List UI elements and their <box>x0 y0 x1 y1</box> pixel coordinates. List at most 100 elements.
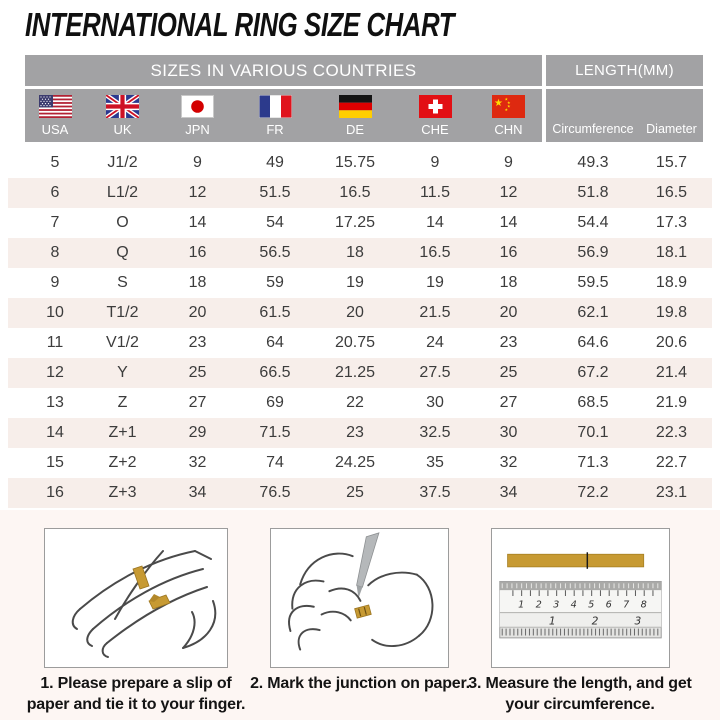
step1-caption: 1. Please prepare a slip of paper and ti… <box>26 675 246 713</box>
size-cell: 16 <box>188 244 207 261</box>
table-row: 6 L1/2 12 51.5 16.5 11.5 12 51.8 16.5 <box>8 178 712 208</box>
size-table-body: 5 J1/2 9 49 15.75 9 9 49.3 15.7 6 L1/2 12 51.5 16.5 11… <box>8 148 712 508</box>
size-cell: 15 <box>46 454 64 471</box>
table-row: 11 V1/2 23 64 20.75 24 23 64.6 20.6 <box>8 328 712 358</box>
size-cell: 14 <box>46 424 64 441</box>
measuring-instructions: 1 2 3 4 5 6 7 8 1 2 3 <box>0 510 720 720</box>
size-cell: 71.5 <box>259 424 291 441</box>
size-cell: 20.75 <box>334 334 376 351</box>
size-cell: 70.1 <box>577 424 609 441</box>
size-cell: 29 <box>188 424 207 441</box>
column-header-usa: USA <box>25 89 85 142</box>
size-cell: 11 <box>46 334 64 351</box>
country-columns: USA UK JPN <box>25 89 542 142</box>
size-cell: 59.5 <box>577 274 609 291</box>
size-cell: 61.5 <box>259 304 291 321</box>
size-cell: 71.3 <box>577 454 609 471</box>
svg-text:★: ★ <box>507 104 511 109</box>
table-row: 15 Z+2 32 74 24.25 35 32 71.3 22.7 <box>8 448 712 478</box>
hand-marking-paper-illustration <box>288 532 434 651</box>
size-cell: 15.7 <box>655 154 688 171</box>
size-cell: 22 <box>346 394 364 411</box>
size-cell: 68.5 <box>577 394 609 411</box>
size-cell: 23.1 <box>655 484 688 501</box>
size-cell: 9 <box>50 274 60 291</box>
size-cell: 8 <box>50 244 60 261</box>
size-cell: 25 <box>499 364 518 381</box>
svg-text:5: 5 <box>588 600 594 611</box>
size-cell: 35 <box>426 454 444 471</box>
size-cell: 9 <box>193 154 202 171</box>
size-cell: 56.5 <box>259 244 291 261</box>
table-row: 14 Z+1 29 71.5 23 32.5 30 70.1 22.3 <box>8 418 712 448</box>
table-row: 8 Q 16 56.5 18 16.5 16 56.9 18.1 <box>8 238 712 268</box>
size-cell: 11.5 <box>420 184 450 201</box>
size-cell: 13 <box>46 394 64 411</box>
step2-caption: 2. Mark the junction on paper. <box>250 675 470 692</box>
size-cell: 32 <box>499 454 518 471</box>
size-cell: 67.2 <box>577 364 609 381</box>
size-cell: Z+3 <box>108 484 137 501</box>
size-cell: 72.2 <box>577 484 609 501</box>
ruler-measuring-illustration: 1 2 3 4 5 6 7 8 1 2 3 <box>499 552 662 639</box>
size-cell: 16.5 <box>339 184 371 201</box>
size-cell: T1/2 <box>106 304 139 321</box>
size-cell: 18 <box>346 244 364 261</box>
step3-caption: 3. Measure the length, and get your circ… <box>468 675 692 713</box>
size-cell: 27 <box>188 394 207 411</box>
size-cell: 22.7 <box>655 454 688 471</box>
size-cell: 49 <box>266 154 284 171</box>
size-cell: 19 <box>426 274 444 291</box>
size-cell: 24.25 <box>334 454 376 471</box>
step2-illustration-box <box>270 528 449 668</box>
size-cell: 23 <box>188 334 207 351</box>
size-cell: 66.5 <box>259 364 291 381</box>
size-cell: 12 <box>188 184 207 201</box>
size-cell: Q <box>116 244 129 261</box>
size-cell: S <box>117 274 128 291</box>
svg-text:4: 4 <box>571 600 577 611</box>
size-cell: 5 <box>50 154 60 171</box>
size-cell: 20 <box>346 304 364 321</box>
size-cell: 21.25 <box>334 364 376 381</box>
column-header-de: DE <box>315 89 395 142</box>
size-cell: 56.9 <box>577 244 609 261</box>
hand-with-paper-slip-illustration <box>71 550 217 658</box>
size-cell: 9 <box>430 154 440 171</box>
step3-illustration-box: 1 2 3 4 5 6 7 8 1 2 3 <box>491 528 670 668</box>
size-cell: L1/2 <box>106 184 139 201</box>
size-cell: 24 <box>426 334 444 351</box>
svg-text:8: 8 <box>641 600 647 611</box>
column-header-fr: FR <box>235 89 315 142</box>
size-cell: 16.5 <box>655 184 688 201</box>
size-cell: 49.3 <box>577 154 609 171</box>
size-cell: 76.5 <box>259 484 291 501</box>
china-flag-icon: ★ ★ ★ ★ ★ <box>492 95 525 118</box>
page-title: INTERNATIONAL RING SIZE CHART <box>25 6 455 43</box>
switzerland-flag-icon <box>418 95 452 118</box>
size-cell: V1/2 <box>106 334 139 351</box>
size-cell: 20 <box>188 304 207 321</box>
size-cell: 18.1 <box>655 244 688 261</box>
size-cell: 69 <box>266 394 284 411</box>
size-cell: Z <box>117 394 128 411</box>
column-header-che: CHE <box>395 89 475 142</box>
length-columns: Circumference Diameter <box>546 89 703 142</box>
svg-text:2: 2 <box>592 614 599 627</box>
svg-text:★: ★ <box>505 97 509 102</box>
size-cell: 17.25 <box>334 214 376 231</box>
size-cell: Z+2 <box>108 454 137 471</box>
country-label: CHE <box>421 122 449 137</box>
size-cell: 18 <box>188 274 207 291</box>
table-row: 12 Y 25 66.5 21.25 27.5 25 67.2 21.4 <box>8 358 712 388</box>
table-row: 16 Z+3 34 76.5 25 37.5 34 72.2 23.1 <box>8 478 712 508</box>
size-cell: 59 <box>266 274 284 291</box>
header-length-mm: LENGTH(MM) <box>546 55 703 86</box>
size-cell: 30 <box>426 394 444 411</box>
size-cell: 54 <box>266 214 284 231</box>
size-cell: 54.4 <box>577 214 609 231</box>
size-cell: 25 <box>346 484 364 501</box>
size-cell: 27 <box>499 394 518 411</box>
step1-illustration-box <box>44 528 228 668</box>
size-cell: Z+1 <box>108 424 137 441</box>
